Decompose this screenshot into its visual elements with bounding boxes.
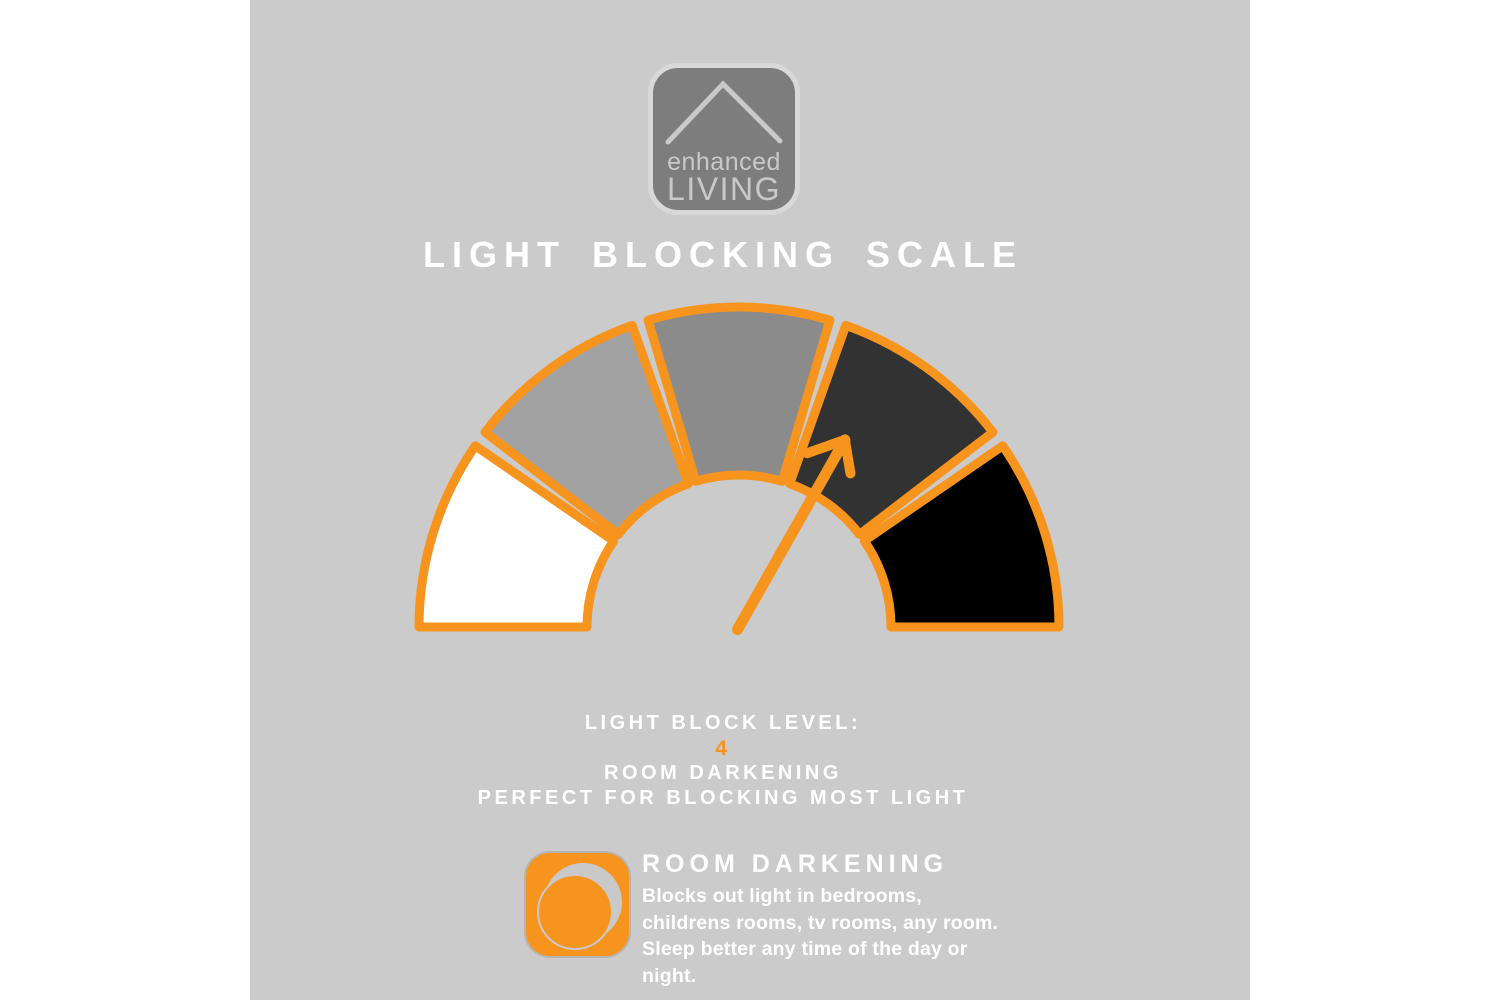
gauge-segment-level-2 (480, 320, 693, 539)
brand-logo: enhanced LIVING (648, 63, 800, 215)
feature-line: night. (642, 964, 697, 987)
level-tagline: PERFECT FOR BLOCKING MOST LIGHT (477, 787, 969, 809)
level-block: LIGHT BLOCK LEVEL: 4 ROOM DARKENING PERF… (250, 711, 1196, 811)
gauge-needle-barb (802, 434, 850, 459)
feature-info: ROOM DARKENING Blocks out light in bedro… (642, 849, 1202, 989)
room-darkening-badge (524, 851, 631, 958)
gauge-segment-level-3 (643, 302, 835, 486)
brand-name-line1: enhanced (667, 148, 781, 176)
infographic-canvas: enhanced LIVING LIGHT BLOCKING SCALE LIG… (250, 0, 1250, 1000)
feature-line: Sleep better any time of the day or (642, 938, 968, 960)
feature-line: Blocks out light in bedrooms, (642, 885, 922, 907)
gauge-chart (414, 302, 1064, 636)
level-name: ROOM DARKENING (604, 762, 842, 784)
feature-line: childrens rooms, tv rooms, any room. (642, 911, 999, 934)
brand-name-line2: LIVING (667, 171, 781, 207)
gauge-needle-barb (839, 434, 856, 479)
feature-heading: ROOM DARKENING (642, 850, 949, 878)
moon-icon (536, 862, 622, 950)
gauge-segment-level-5 (859, 441, 1064, 632)
gauge-needle (732, 434, 851, 636)
level-label: LIGHT BLOCK LEVEL: (584, 712, 862, 734)
level-value: 4 (715, 737, 731, 760)
page-title: LIGHT BLOCKING SCALE (423, 234, 1023, 275)
house-roof-icon (665, 80, 783, 145)
gauge-segment-level-1 (414, 441, 619, 632)
